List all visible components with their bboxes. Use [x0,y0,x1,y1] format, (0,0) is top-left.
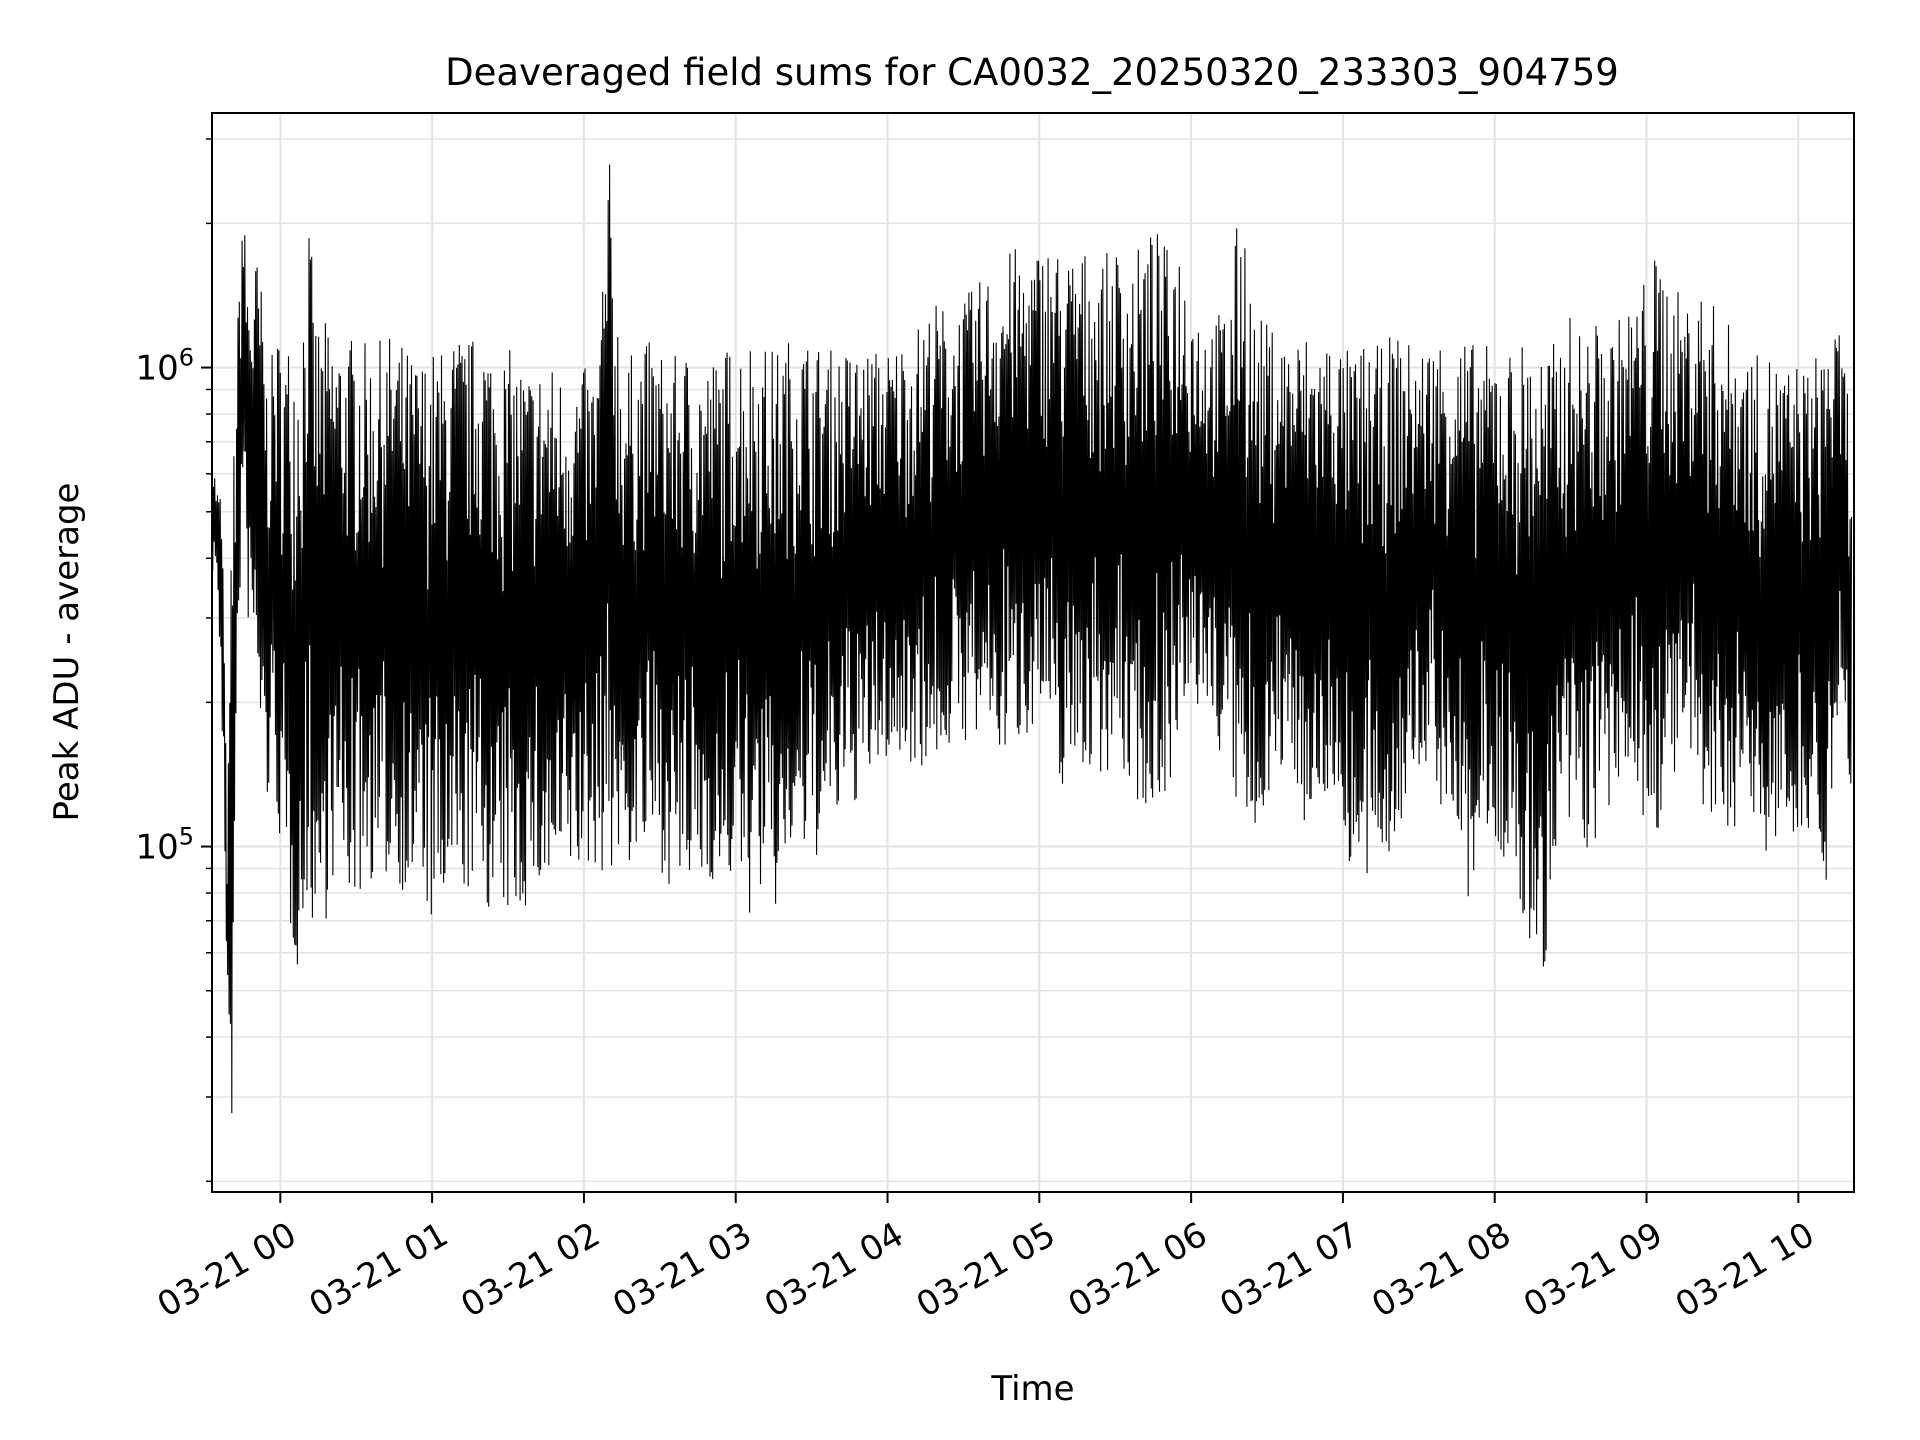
y-axis: 105 106 [135,138,212,1183]
plot-frame [211,112,1855,1193]
series-line [211,164,1853,1114]
x-tick-label: 03-21 07 [1213,1215,1365,1326]
data-layer [211,164,1853,1114]
x-tick-label: 03-21 04 [758,1215,910,1326]
x-axis-label: Time [990,1369,1074,1409]
x-tick-label: 03-21 03 [606,1215,758,1326]
y-tick-label: 105 [135,823,194,868]
x-tick-label: 03-21 06 [1062,1215,1214,1326]
chart-title: Deaveraged field sums for CA0032_2025032… [445,51,1619,94]
x-tick-label: 03-21 02 [454,1215,606,1326]
x-tick-label: 03-21 00 [151,1215,303,1326]
x-tick-label: 03-21 01 [303,1215,455,1326]
x-tick-label: 03-21 05 [910,1215,1062,1326]
x-tick-label: 03-21 10 [1669,1215,1821,1326]
x-tick-label: 03-21 09 [1517,1215,1669,1326]
x-tick-label: 03-21 08 [1365,1215,1517,1326]
y-axis-label: Peak ADU - average [47,483,87,822]
x-axis: 03-21 00 03-21 01 03-21 02 03-21 03 03-21 04… [151,1192,1821,1326]
y-tick-label: 106 [135,344,194,389]
